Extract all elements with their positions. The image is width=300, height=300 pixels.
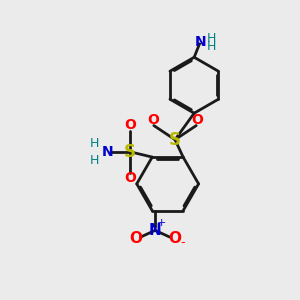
Text: N: N [195, 35, 206, 49]
Text: S: S [124, 143, 136, 161]
Text: H: H [90, 137, 100, 150]
Text: O: O [147, 113, 159, 127]
Text: H: H [207, 32, 217, 46]
Text: O: O [168, 231, 181, 246]
Text: N: N [149, 223, 161, 238]
Text: O: O [124, 118, 136, 132]
Text: +: + [157, 218, 166, 228]
Text: O: O [191, 113, 203, 127]
Text: O: O [130, 231, 142, 246]
Text: H: H [90, 154, 100, 166]
Text: N: N [102, 145, 113, 159]
Text: S: S [169, 131, 181, 149]
Text: O: O [124, 171, 136, 185]
Text: -: - [180, 236, 185, 249]
Text: H: H [207, 40, 217, 53]
